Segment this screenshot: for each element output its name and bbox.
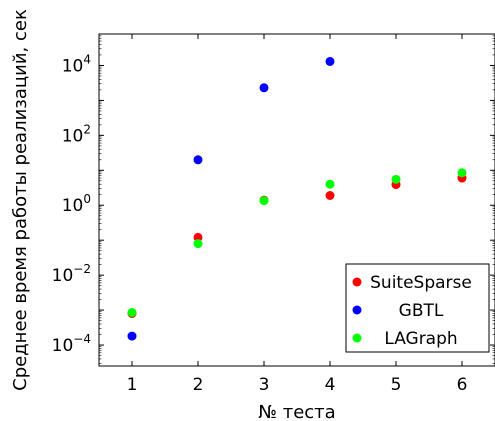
y-tick-label: 10−2	[52, 262, 91, 286]
legend-label-gbtl: GBTL	[399, 301, 444, 321]
legend: SuiteSparse GBTL LAGraph	[345, 263, 490, 353]
y-tick-exponent: 2	[83, 122, 91, 136]
y-axis-label: Среднее время работы реализаций, сек	[10, 9, 31, 391]
data-point-lagraph	[193, 239, 203, 249]
x-tick-label: 5	[391, 375, 402, 395]
y-tick-label: 100	[62, 192, 91, 216]
data-point-suitesparse	[193, 232, 203, 242]
data-point-gbtl	[127, 331, 137, 341]
legend-label-suitesparse: SuiteSparse	[370, 273, 472, 293]
x-tick-label: 1	[127, 375, 138, 395]
legend-marker-suitesparse	[352, 277, 362, 287]
data-point-gbtl	[325, 56, 335, 66]
x-tick-label: 6	[457, 375, 468, 395]
y-tick-label: 102	[62, 122, 91, 146]
y-tick-base: 10	[52, 336, 74, 356]
y-tick-base: 10	[62, 196, 84, 216]
y-tick-exponent: −4	[73, 332, 91, 346]
y-tick-exponent: 0	[83, 192, 91, 206]
plot-area-frame	[98, 33, 495, 367]
x-tick-label: 3	[259, 375, 270, 395]
legend-marker-gbtl	[352, 305, 362, 315]
data-point-lagraph	[127, 308, 137, 318]
y-tick-label: 10−4	[52, 332, 91, 356]
data-point-suitesparse	[325, 191, 335, 201]
x-tick-label: 4	[325, 375, 336, 395]
legend-label-lagraph: LAGraph	[384, 329, 457, 349]
data-point-gbtl	[193, 155, 203, 165]
data-point-lagraph	[259, 196, 269, 206]
legend-box	[345, 263, 490, 353]
data-point-gbtl	[259, 83, 269, 93]
data-point-lagraph	[325, 179, 335, 189]
x-tick-label: 2	[193, 375, 204, 395]
y-tick-exponent: −2	[73, 262, 91, 276]
y-tick-label: 104	[62, 52, 91, 76]
data-point-lagraph	[457, 168, 467, 178]
y-tick-base: 10	[62, 56, 84, 76]
y-tick-base: 10	[52, 266, 74, 286]
data-point-lagraph	[391, 174, 401, 184]
legend-marker-lagraph	[352, 333, 362, 343]
y-tick-exponent: 4	[83, 52, 91, 66]
y-tick-base: 10	[62, 126, 84, 146]
x-axis-label: № теста	[258, 402, 335, 421]
